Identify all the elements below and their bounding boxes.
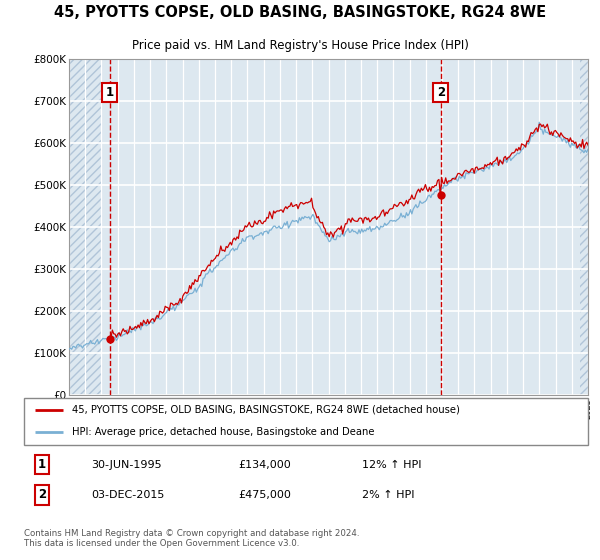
Text: 03-DEC-2015: 03-DEC-2015 — [92, 490, 165, 500]
Text: HPI: Average price, detached house, Basingstoke and Deane: HPI: Average price, detached house, Basi… — [72, 427, 374, 437]
Text: 2: 2 — [437, 86, 445, 99]
Text: 45, PYOTTS COPSE, OLD BASING, BASINGSTOKE, RG24 8WE: 45, PYOTTS COPSE, OLD BASING, BASINGSTOK… — [54, 6, 546, 20]
Text: 2% ↑ HPI: 2% ↑ HPI — [362, 490, 415, 500]
Text: £134,000: £134,000 — [238, 460, 291, 470]
FancyBboxPatch shape — [24, 398, 588, 445]
Polygon shape — [69, 59, 101, 395]
Text: 2: 2 — [38, 488, 46, 501]
Text: Price paid vs. HM Land Registry's House Price Index (HPI): Price paid vs. HM Land Registry's House … — [131, 39, 469, 53]
Polygon shape — [580, 59, 588, 395]
Text: £475,000: £475,000 — [238, 490, 291, 500]
Text: 30-JUN-1995: 30-JUN-1995 — [92, 460, 163, 470]
Text: Contains HM Land Registry data © Crown copyright and database right 2024.
This d: Contains HM Land Registry data © Crown c… — [24, 529, 359, 548]
Text: 12% ↑ HPI: 12% ↑ HPI — [362, 460, 422, 470]
Text: 1: 1 — [106, 86, 113, 99]
Text: 45, PYOTTS COPSE, OLD BASING, BASINGSTOKE, RG24 8WE (detached house): 45, PYOTTS COPSE, OLD BASING, BASINGSTOK… — [72, 405, 460, 415]
Text: 1: 1 — [38, 458, 46, 471]
